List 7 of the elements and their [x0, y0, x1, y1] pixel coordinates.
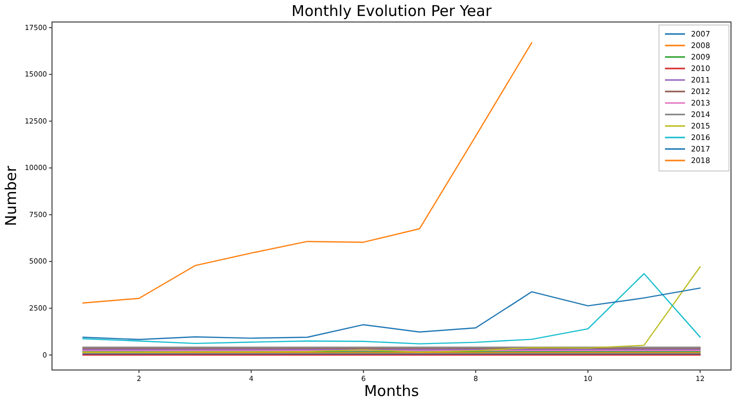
line-series — [82, 266, 701, 353]
line-series — [82, 42, 532, 304]
y-axis-title: Number — [2, 165, 20, 226]
x-axis-title: Months — [364, 382, 420, 400]
line-series — [82, 273, 701, 344]
chart-title: Monthly Evolution Per Year — [292, 2, 492, 20]
line-series — [82, 287, 701, 340]
